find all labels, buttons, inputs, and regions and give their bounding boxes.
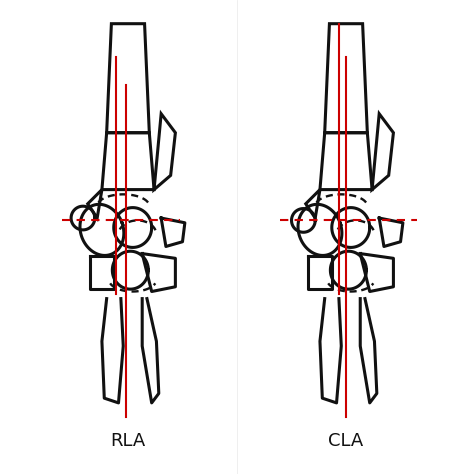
Text: RLA: RLA (110, 432, 146, 450)
Text: CLA: CLA (328, 432, 364, 450)
